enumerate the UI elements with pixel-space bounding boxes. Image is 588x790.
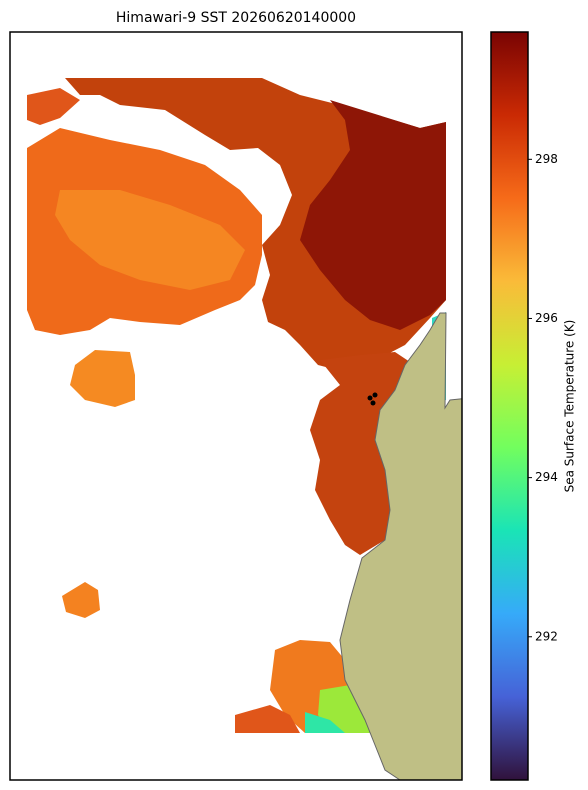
sst-region	[300, 100, 446, 330]
colorbar-tick-label: 298	[535, 152, 558, 166]
markers	[367, 392, 378, 406]
colorbar-tick-label: 296	[535, 311, 558, 325]
marker	[372, 392, 378, 398]
map-area	[10, 32, 462, 780]
marker	[370, 400, 376, 406]
sst-region	[305, 712, 345, 733]
sst-region	[27, 88, 80, 125]
land	[339, 312, 462, 780]
colorbar-fill	[491, 32, 528, 780]
colorbar-frame	[490, 31, 529, 781]
sst-region	[55, 190, 245, 290]
colorbar-label: Sea Surface Temperature (K)	[563, 320, 577, 493]
sst-region	[235, 705, 300, 733]
colorbar: 292 294 296 298	[490, 31, 558, 781]
sst-region	[70, 350, 135, 407]
colorbar-tick-label: 294	[535, 470, 558, 484]
colorbar-tick-label: 292	[535, 629, 558, 643]
map-frame	[9, 31, 463, 781]
sst-region	[62, 582, 100, 618]
marker	[367, 395, 373, 401]
chart-title: Himawari-9 SST 20260620140000	[116, 10, 356, 26]
